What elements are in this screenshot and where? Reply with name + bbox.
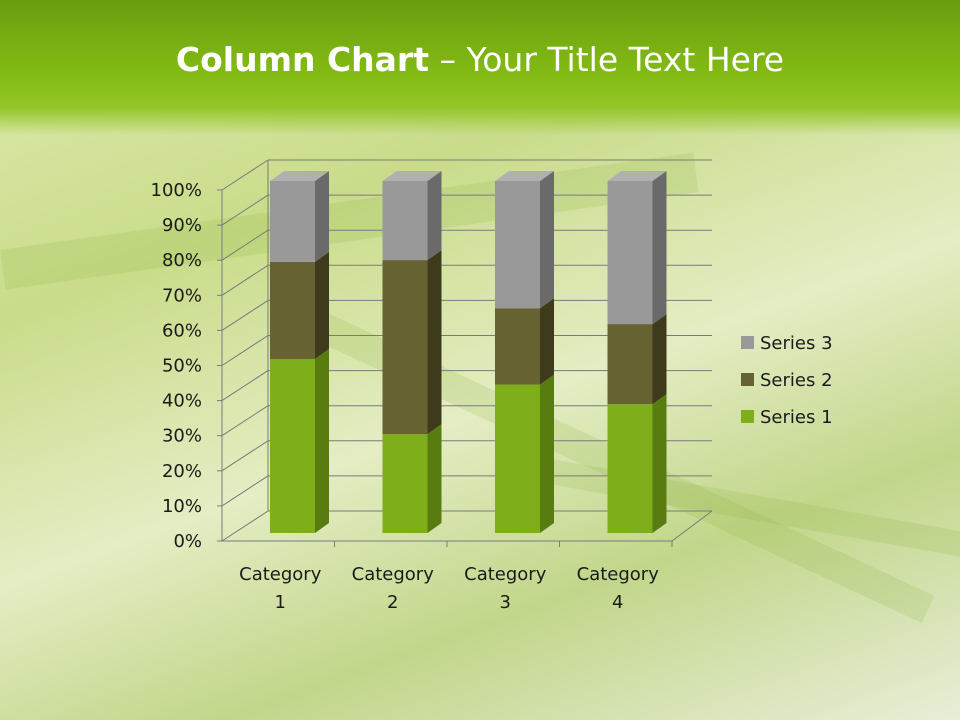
header-band xyxy=(0,0,960,135)
x-tick-label: Category 3 xyxy=(464,564,547,613)
gridline-side xyxy=(221,335,269,366)
bar-front-series-3 xyxy=(495,181,540,309)
bar-top xyxy=(607,171,667,181)
gridline-side xyxy=(221,264,269,296)
bar-front-series-2 xyxy=(270,261,315,360)
bar-side-series-1 xyxy=(315,349,329,533)
bar-top xyxy=(382,171,442,181)
x-tick-label: Category 1 xyxy=(239,564,322,613)
y-tick-label: 0% xyxy=(173,531,202,552)
bar-front-series-3 xyxy=(270,181,315,262)
bar-side-series-2 xyxy=(427,250,442,435)
gridline-side xyxy=(221,159,269,191)
bar-side-series-3 xyxy=(315,171,329,262)
y-tick-label: 70% xyxy=(162,285,202,306)
y-tick-label: 50% xyxy=(162,356,202,377)
title-bold: Column Chart xyxy=(175,40,429,79)
bar-side-series-1 xyxy=(427,424,442,533)
bar-top xyxy=(270,171,329,181)
bar-front-series-3 xyxy=(382,181,428,261)
bar-front-series-1 xyxy=(270,359,315,533)
bar-top xyxy=(495,171,554,181)
y-tick-label: 10% xyxy=(162,496,202,517)
bar-side-series-1 xyxy=(540,374,554,533)
y-tick-label: 90% xyxy=(162,215,202,236)
gridline-side xyxy=(221,440,269,472)
x-tick-label: Category 2 xyxy=(352,564,435,613)
bar-side-series-3 xyxy=(540,171,554,309)
y-tick-label: 60% xyxy=(162,320,202,341)
legend-swatch xyxy=(741,336,754,349)
gridline-side xyxy=(221,405,269,437)
bar-side-series-2 xyxy=(315,251,329,360)
bar-front-series-2 xyxy=(382,260,428,435)
gridline-side xyxy=(221,229,269,261)
x-tick-label-line: 1 xyxy=(275,592,286,613)
y-tick-label: 80% xyxy=(162,250,202,271)
gridline-side xyxy=(221,510,269,542)
legend-label: Series 2 xyxy=(760,370,833,391)
legend-swatch xyxy=(741,373,754,386)
gridline-side xyxy=(221,370,269,402)
x-tick-label-line: 4 xyxy=(612,592,623,613)
x-tick-label-line: Category xyxy=(239,564,322,585)
gridline-side xyxy=(221,299,269,331)
bar-front-series-3 xyxy=(607,181,653,325)
x-tick-label-line: 3 xyxy=(500,592,511,613)
y-tick-label: 100% xyxy=(151,180,202,201)
bar-side-series-3 xyxy=(427,171,442,261)
y-tick-label: 20% xyxy=(162,461,202,482)
bar-side-series-2 xyxy=(652,314,667,405)
slide-title: Column Chart – Your Title Text Here xyxy=(0,40,960,79)
legend-label: Series 1 xyxy=(760,407,833,428)
x-tick-label-line: 2 xyxy=(387,592,398,613)
x-tick-label-line: Category xyxy=(464,564,547,585)
x-tick-label-line: Category xyxy=(352,564,435,585)
bar-side-series-2 xyxy=(540,298,554,385)
legend-label: Series 3 xyxy=(760,333,833,354)
title-rest: – Your Title Text Here xyxy=(428,40,785,79)
legend-swatch xyxy=(741,410,754,423)
bar-front-series-1 xyxy=(382,434,428,533)
bar-front-series-1 xyxy=(607,404,653,533)
bar-side-series-1 xyxy=(652,394,667,533)
floor-edge xyxy=(671,510,713,542)
x-tick-label: Category 4 xyxy=(577,564,660,613)
bar-front-series-2 xyxy=(495,308,540,385)
gridline-side xyxy=(221,194,269,226)
bar-front-series-1 xyxy=(495,384,540,533)
y-tick-label: 30% xyxy=(162,426,202,447)
gridline-side xyxy=(221,475,269,507)
y-tick-label: 40% xyxy=(162,391,202,412)
bar-side-series-3 xyxy=(652,171,667,325)
x-tick-label-line: Category xyxy=(577,564,660,585)
bar-front-series-2 xyxy=(607,324,653,405)
